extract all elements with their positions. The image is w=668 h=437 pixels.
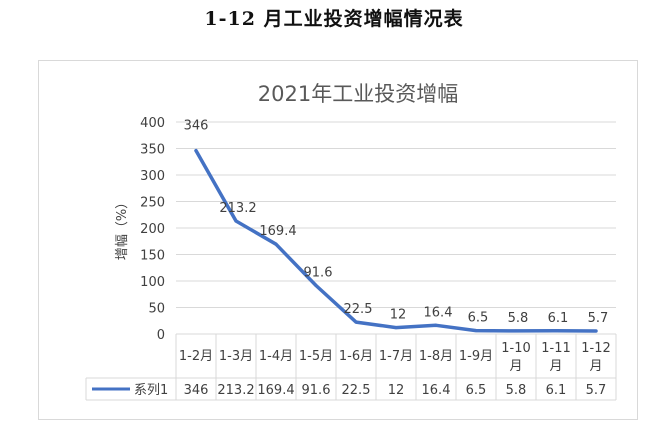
table-value: 12 bbox=[388, 383, 405, 398]
data-label: 346 bbox=[184, 119, 209, 134]
x-tick-label: 1-4月 bbox=[259, 349, 293, 364]
x-tick-label: 1-7月 bbox=[379, 349, 413, 364]
y-tick-label: 400 bbox=[140, 116, 165, 131]
data-label: 5.7 bbox=[588, 311, 609, 326]
data-point bbox=[474, 329, 478, 333]
x-tick-label: 1-3月 bbox=[219, 349, 253, 364]
data-label: 5.8 bbox=[508, 311, 529, 326]
table-value: 169.4 bbox=[257, 383, 294, 398]
table-value: 91.6 bbox=[302, 383, 331, 398]
data-label: 6.5 bbox=[468, 311, 489, 326]
data-label: 12 bbox=[390, 308, 407, 323]
table-value: 16.4 bbox=[422, 383, 451, 398]
x-tick-label: 月 bbox=[589, 359, 602, 374]
chart-frame bbox=[38, 60, 638, 420]
x-tick-label: 1-2月 bbox=[179, 349, 213, 364]
y-tick-label: 150 bbox=[140, 249, 165, 264]
data-point bbox=[434, 323, 438, 327]
data-point bbox=[554, 329, 558, 333]
data-label: 16.4 bbox=[424, 305, 453, 320]
data-label: 169.4 bbox=[259, 224, 296, 239]
y-tick-label: 350 bbox=[140, 143, 165, 158]
y-tick-label: 0 bbox=[157, 328, 165, 343]
y-tick-label: 100 bbox=[140, 275, 165, 290]
data-point bbox=[514, 329, 518, 333]
table-value: 5.8 bbox=[506, 383, 527, 398]
y-tick-label: 300 bbox=[140, 169, 165, 184]
x-tick-label: 1-10 bbox=[501, 341, 531, 356]
series-line bbox=[194, 148, 598, 333]
chart-title: 2021年工业投资增幅 bbox=[258, 82, 458, 106]
x-tick-label: 1-8月 bbox=[419, 349, 453, 364]
table-value: 213.2 bbox=[217, 383, 254, 398]
table-value: 22.5 bbox=[342, 383, 371, 398]
legend-label: 系列1 bbox=[134, 383, 168, 398]
table-value: 5.7 bbox=[586, 383, 607, 398]
data-point bbox=[194, 149, 198, 153]
data-point bbox=[274, 242, 278, 246]
x-tick-label: 1-6月 bbox=[339, 349, 373, 364]
data-point bbox=[354, 320, 358, 324]
x-tick-label: 月 bbox=[549, 359, 562, 374]
y-axis-label: 增幅（%） bbox=[115, 196, 130, 260]
data-label: 6.1 bbox=[548, 311, 569, 326]
x-tick-label: 1-11 bbox=[541, 341, 571, 356]
table-value: 6.1 bbox=[546, 383, 567, 398]
data-label: 91.6 bbox=[304, 265, 333, 280]
table-value: 346 bbox=[184, 383, 209, 398]
y-tick-label: 250 bbox=[140, 196, 165, 211]
data-point bbox=[594, 329, 598, 333]
x-tick-label: 1-12 bbox=[581, 341, 611, 356]
x-tick-label: 1-9月 bbox=[459, 349, 493, 364]
page-title: 1-12 月工业投资增幅情况表 bbox=[204, 8, 464, 30]
x-tick-label: 月 bbox=[509, 359, 522, 374]
data-point bbox=[234, 219, 238, 223]
table-value: 6.5 bbox=[466, 383, 487, 398]
y-tick-label: 200 bbox=[140, 222, 165, 237]
x-tick-label: 1-5月 bbox=[299, 349, 333, 364]
data-label: 213.2 bbox=[219, 201, 256, 216]
data-point bbox=[314, 283, 318, 287]
y-tick-label: 50 bbox=[148, 302, 165, 317]
data-label: 22.5 bbox=[344, 302, 373, 317]
data-point bbox=[394, 326, 398, 330]
